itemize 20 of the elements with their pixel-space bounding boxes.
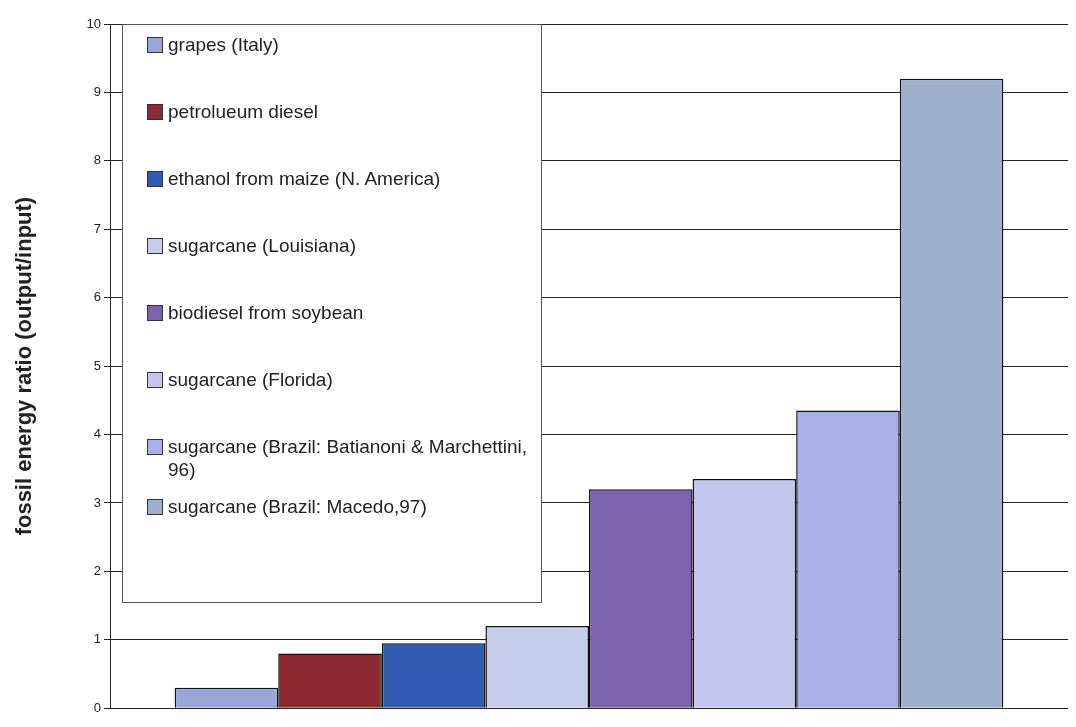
y-tick-label: 5: [93, 357, 101, 373]
legend-label: petrolueum diesel: [168, 100, 318, 123]
legend-label: grapes (Italy): [168, 33, 279, 56]
y-tick-label: 9: [93, 84, 101, 99]
y-tick-label: 6: [93, 289, 101, 305]
y-tick-label: 3: [93, 494, 101, 510]
y-axis-title: fossil energy ratio (output/input): [11, 196, 37, 536]
y-tick-label: 1: [93, 631, 101, 647]
legend-label: sugarcane (Brazil: Batianoni & Marchettini, 96): [168, 435, 529, 481]
y-tick-label: 7: [93, 220, 101, 236]
y-tick-label: 2: [93, 562, 101, 578]
y-tick-label: 0: [93, 699, 101, 715]
legend-label: sugarcane (Florida): [168, 368, 333, 391]
y-tick-label: 10: [86, 15, 101, 31]
legend-label: sugarcane (Louisiana): [168, 234, 357, 257]
legend-label: biodiesel from soybean: [168, 301, 364, 324]
legend-label: ethanol from maize (N. America): [168, 167, 441, 190]
y-tick-label: 8: [93, 152, 101, 168]
legend-label: sugarcane (Brazil: Macedo,97): [168, 495, 427, 518]
y-tick-label: 4: [93, 426, 101, 442]
